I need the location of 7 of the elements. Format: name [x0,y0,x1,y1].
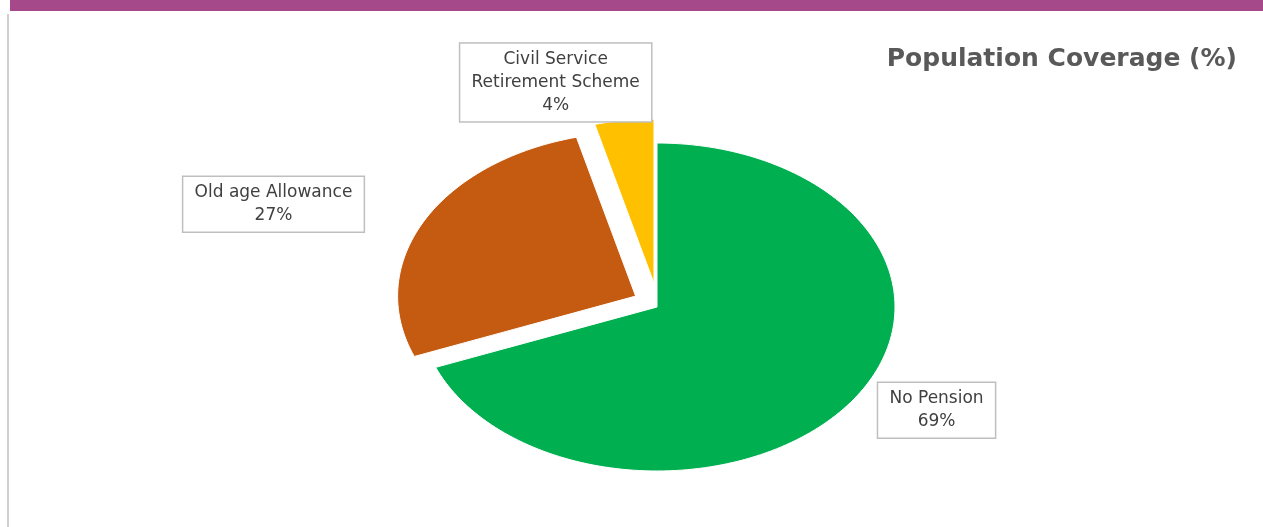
slice-label: No Pension [889,387,984,408]
data-label: 27% [254,204,293,225]
data-label: 4% [542,93,570,114]
slice-label: Civil Service Retirement Scheme [471,47,640,91]
slice-label: Old age Allowance [194,181,353,202]
text: Population Coverage (%) [886,43,1237,72]
data-label: 69% [917,410,956,431]
